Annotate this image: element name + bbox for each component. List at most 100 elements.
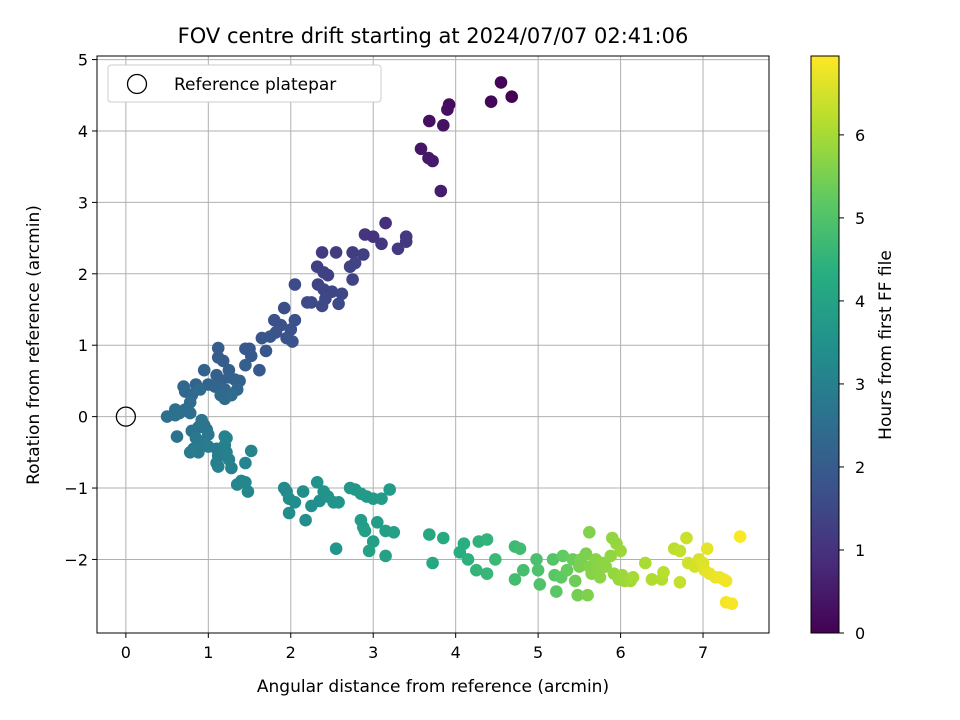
data-point (225, 388, 238, 402)
data-point (375, 237, 388, 251)
data-point (310, 476, 324, 489)
chart-title: FOV centre drift starting at 2024/07/07 … (178, 24, 689, 48)
data-point (423, 114, 436, 128)
data-point (315, 299, 329, 313)
y-tick-label: 0 (78, 408, 88, 427)
data-point (315, 246, 329, 259)
x-tick-label: 4 (451, 643, 461, 662)
x-tick-label: 3 (368, 643, 378, 662)
colorbar-tick-label: 5 (855, 209, 865, 228)
y-tick-label: 4 (78, 122, 88, 141)
data-point (461, 553, 475, 566)
data-point (645, 573, 659, 586)
data-point (546, 553, 560, 566)
data-point (626, 571, 640, 584)
colorbar-tick-label: 2 (855, 458, 865, 477)
data-point (211, 460, 225, 473)
data-point (282, 506, 296, 520)
data-point (550, 585, 563, 598)
data-point (239, 456, 252, 470)
x-tick-label: 2 (286, 643, 296, 662)
colorbar-tick-label: 6 (855, 126, 865, 145)
data-point (362, 544, 376, 558)
data-point (357, 248, 370, 261)
data-point (399, 235, 413, 248)
data-point (426, 556, 439, 570)
x-axis: 0 1 2 3 4 5 6 7 (121, 633, 708, 662)
data-point (568, 574, 582, 588)
data-point (680, 531, 693, 545)
data-point (329, 246, 343, 259)
data-point (299, 513, 312, 527)
data-point (220, 431, 233, 445)
data-point (470, 563, 483, 577)
data-point (169, 408, 182, 422)
data-point (599, 560, 612, 573)
data-point (244, 349, 258, 363)
colorbar-tick-label: 0 (855, 624, 865, 643)
colorbar-tick-label: 3 (855, 375, 865, 394)
data-point (391, 242, 405, 256)
data-point (346, 273, 359, 286)
data-point (286, 335, 299, 348)
data-point (332, 297, 345, 311)
y-tick-label: 5 (78, 51, 88, 70)
data-point (437, 119, 450, 132)
x-tick-label: 1 (203, 643, 213, 662)
data-point (216, 354, 230, 368)
data-point (725, 597, 739, 610)
data-point (170, 430, 184, 443)
data-points (160, 76, 747, 610)
legend: Reference platepar (107, 64, 382, 103)
legend-box (107, 64, 382, 103)
data-point (581, 588, 594, 602)
y-tick-label: −2 (64, 550, 88, 569)
data-point (700, 542, 714, 555)
data-point (583, 526, 596, 539)
data-point (379, 549, 392, 563)
x-tick-label: 6 (615, 643, 625, 662)
data-point (263, 330, 277, 343)
data-point (614, 544, 627, 558)
data-point (301, 296, 314, 309)
data-point (277, 301, 291, 315)
data-point (441, 103, 454, 116)
data-point (571, 588, 584, 602)
data-point (211, 341, 225, 355)
data-point (332, 496, 345, 509)
data-point (321, 268, 335, 282)
data-point (241, 485, 255, 498)
reference-point (115, 406, 137, 427)
data-point (437, 531, 450, 545)
data-point (202, 428, 215, 441)
grid (97, 56, 769, 633)
data-point (348, 256, 362, 270)
x-tick-label: 0 (121, 643, 131, 662)
data-point (375, 492, 388, 506)
data-point (426, 154, 439, 168)
data-point (197, 363, 211, 377)
data-point (556, 549, 570, 563)
data-point (371, 516, 384, 529)
data-point (530, 553, 543, 566)
data-point (489, 553, 502, 566)
data-point (494, 76, 508, 89)
colorbar-label: Hours from first FF file (876, 250, 896, 440)
data-point (673, 576, 687, 589)
legend-label: Reference platepar (174, 75, 336, 95)
data-point (239, 358, 252, 372)
data-point (508, 573, 522, 586)
data-point (288, 496, 302, 509)
y-tick-label: −1 (64, 479, 88, 498)
data-point (434, 184, 448, 198)
data-point (639, 556, 652, 570)
data-point (480, 567, 494, 580)
colorbar-gradient (810, 55, 840, 634)
x-tick-label: 7 (698, 643, 708, 662)
plot-frame (96, 55, 770, 634)
data-point (183, 446, 197, 459)
data-point (346, 246, 359, 259)
reference-marker (115, 406, 137, 427)
data-point (225, 461, 238, 475)
